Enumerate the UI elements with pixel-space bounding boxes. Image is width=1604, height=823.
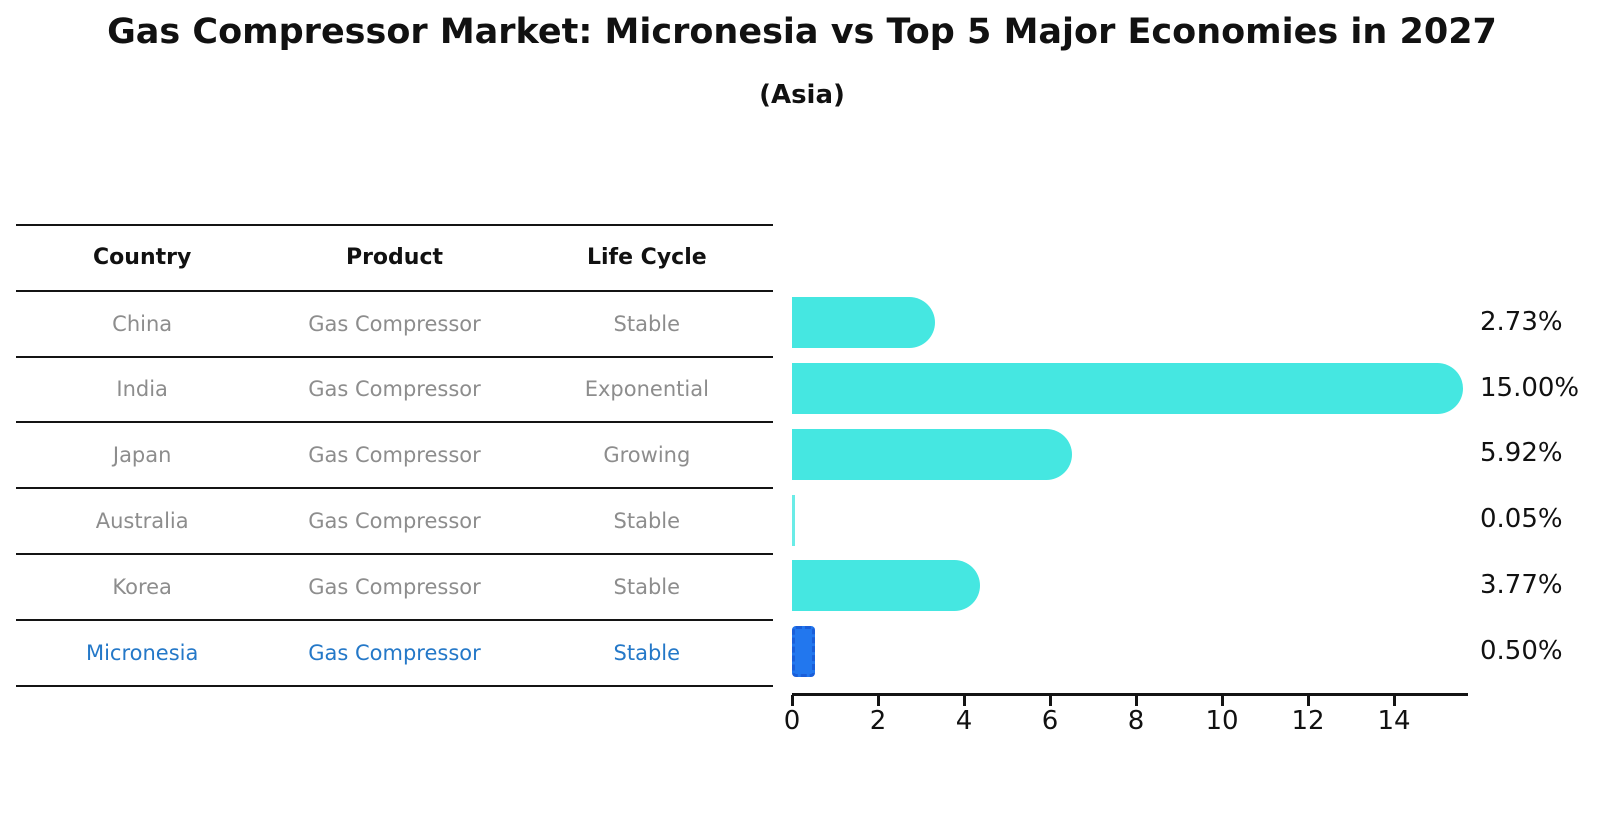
table-cell-country: India	[116, 377, 168, 402]
table-cell-product: Gas Compressor	[308, 377, 481, 402]
bar-micronesia	[792, 626, 815, 678]
table-cell-country: China	[112, 311, 173, 336]
table-row: Japan Gas Compressor Growing	[16, 423, 773, 490]
table-header-row: Country Product Life Cycle	[16, 226, 773, 292]
x-axis-tick	[1049, 695, 1052, 706]
table-row: Korea Gas Compressor Stable	[16, 555, 773, 621]
bar-china	[792, 297, 935, 349]
table-cell-country: Japan	[112, 443, 172, 468]
table-cell-life-cycle: Stable	[613, 509, 681, 534]
table-cell-product: Gas Compressor	[308, 311, 481, 336]
x-axis-tick-label: 4	[955, 706, 973, 736]
table-cell-life-cycle: Exponential	[584, 377, 709, 402]
bar-korea	[792, 560, 980, 612]
table-row: China Gas Compressor Stable	[16, 292, 773, 358]
x-axis-tick-label: 10	[1205, 706, 1239, 736]
bar-value-label: 15.00%	[1480, 372, 1580, 403]
x-axis-tick-label: 0	[783, 706, 801, 736]
country-table: Country Product Life Cycle China Gas Comp…	[16, 224, 773, 687]
x-axis-tick-label: 2	[869, 706, 887, 736]
table-row: Micronesia Gas Compressor Stable	[16, 621, 773, 687]
bar-value-label: 0.50%	[1480, 635, 1563, 666]
chart-subtitle: (Asia)	[759, 80, 845, 110]
table-row: Australia Gas Compressor Stable	[16, 489, 773, 555]
bar-value-label: 2.73%	[1480, 306, 1563, 337]
table-cell-life-cycle: Stable	[613, 574, 681, 599]
chart-title: Gas Compressor Market: Micronesia vs Top…	[107, 12, 1497, 52]
x-axis-tick	[877, 695, 880, 706]
x-axis-tick	[791, 695, 794, 706]
column-header-product: Product	[345, 245, 444, 271]
bar-value-label: 5.92%	[1480, 438, 1563, 469]
table-cell-country: Micronesia	[85, 640, 199, 665]
table-row: India Gas Compressor Exponential	[16, 358, 773, 424]
x-axis-tick	[1393, 695, 1396, 706]
table-body: China Gas Compressor Stable India Gas Compre…	[16, 292, 773, 687]
table-cell-life-cycle: Stable	[613, 311, 681, 336]
bar-india	[792, 363, 1463, 414]
table-cell-product: Gas Compressor	[308, 574, 481, 599]
x-axis-tick-label: 14	[1377, 706, 1411, 736]
x-axis-tick-label: 12	[1291, 706, 1325, 736]
column-header-life-cycle: Life Cycle	[586, 245, 707, 271]
table-cell-product: Gas Compressor	[308, 640, 481, 665]
table-cell-life-cycle: Growing	[603, 443, 691, 468]
table-cell-country: Korea	[112, 574, 172, 599]
x-axis	[792, 693, 1468, 696]
bar-japan	[792, 428, 1073, 480]
table-cell-life-cycle: Stable	[613, 640, 681, 665]
bar-value-label: 0.05%	[1480, 504, 1563, 535]
x-axis-tick	[1307, 695, 1310, 706]
x-axis-tick	[1135, 695, 1138, 706]
x-axis-tick	[1221, 695, 1224, 706]
table-cell-product: Gas Compressor	[308, 509, 481, 534]
x-axis-tick-label: 8	[1127, 706, 1145, 736]
bar-australia	[792, 494, 795, 546]
bar-value-label: 3.77%	[1480, 569, 1563, 600]
x-axis-tick	[963, 695, 966, 706]
x-axis-tick-label: 6	[1041, 706, 1059, 736]
column-header-country: Country	[93, 245, 192, 271]
table-cell-product: Gas Compressor	[308, 443, 481, 468]
table-cell-country: Australia	[95, 509, 189, 534]
